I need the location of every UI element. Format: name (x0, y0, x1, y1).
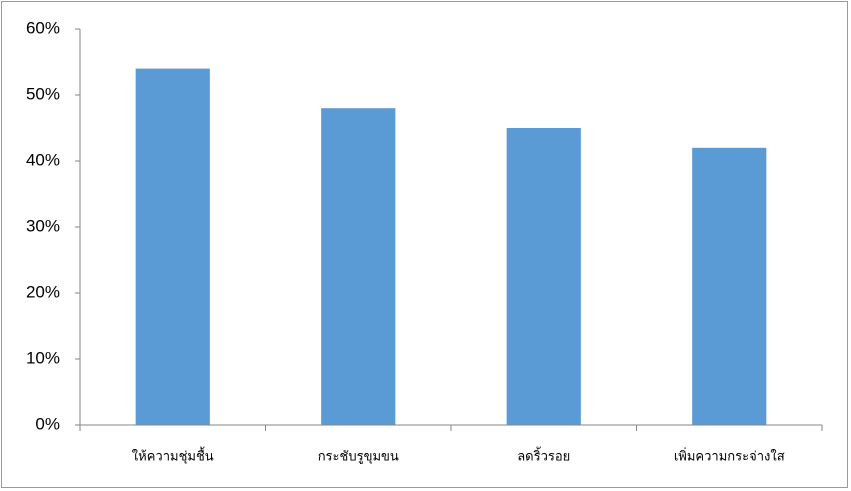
y-tick-label: 0% (35, 414, 60, 433)
y-tick-label: 20% (26, 282, 60, 301)
y-tick-label: 10% (26, 348, 60, 367)
y-tick-label: 50% (26, 84, 60, 103)
x-tick-label: ให้ความชุ่มชื้น (132, 447, 214, 465)
x-tick-label: เพิ่มความกระจ่างใส (674, 448, 785, 465)
y-tick-label: 30% (26, 216, 60, 235)
bar (692, 147, 767, 426)
bar (506, 128, 581, 425)
y-tick-label: 40% (26, 150, 60, 169)
x-tick-label: ลดริ้วรอย (517, 447, 570, 465)
bar (135, 68, 210, 425)
y-tick-label: 60% (26, 18, 60, 37)
bar (321, 108, 396, 425)
x-tick-label: กระชับรูขุมขน (318, 450, 399, 465)
